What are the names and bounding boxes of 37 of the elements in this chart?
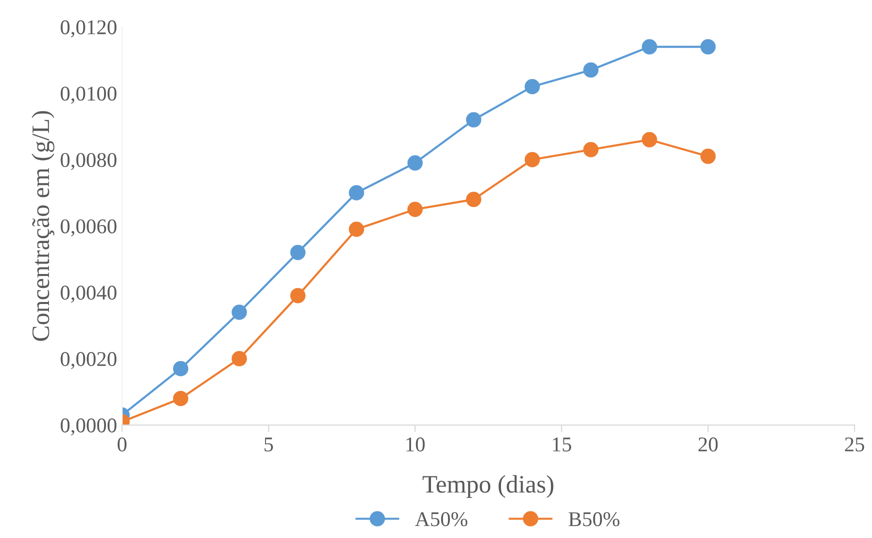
point: [407, 202, 423, 218]
y-tick-label: 0,0080: [60, 152, 116, 170]
legend-label: A50%: [415, 512, 468, 526]
point: [524, 152, 540, 168]
point: [466, 112, 482, 128]
y-tick-label: 0,0100: [60, 86, 116, 104]
x-tick-label: 10: [406, 437, 425, 452]
x-tick-label: 5: [264, 438, 273, 452]
x-tick-label: 0: [118, 437, 126, 452]
y-tick-label: 0,0020: [60, 352, 116, 370]
point: [583, 142, 599, 158]
point: [290, 244, 306, 260]
y-tick-label: 0,0060: [60, 219, 116, 236]
y-tick-label: 0,0040: [60, 286, 116, 303]
x-axis-title: Tempo (dias): [422, 475, 554, 498]
point: [700, 39, 716, 54]
point: [173, 390, 188, 406]
point: [642, 132, 658, 148]
legend-label: B50%: [568, 512, 620, 526]
point: [232, 351, 247, 366]
point: [348, 222, 364, 237]
x-tick-label: 25: [845, 437, 864, 452]
point: [290, 288, 306, 304]
point: [348, 185, 364, 200]
point: [466, 192, 482, 208]
y-tick-label: 0,0000: [60, 418, 116, 436]
point: [407, 155, 423, 171]
x-tick-label: 20: [698, 437, 718, 452]
y-axis-title: Concentração em (g/L): [32, 111, 54, 341]
point: [700, 148, 716, 164]
point: [173, 360, 188, 376]
y-tick-label: 0,0120: [60, 20, 116, 38]
point: [232, 304, 247, 320]
point: [583, 62, 599, 78]
point: [524, 78, 540, 94]
x-tick-label: 15: [552, 438, 572, 452]
point: [642, 39, 658, 54]
